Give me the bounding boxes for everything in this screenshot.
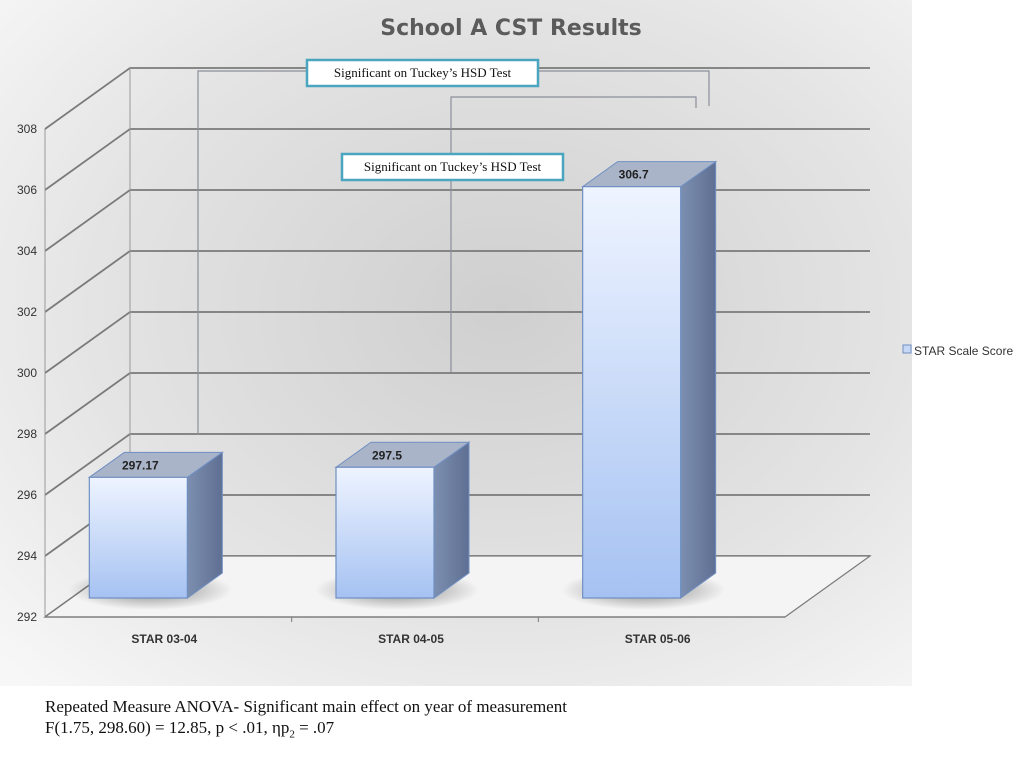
annotation-text: Significant on Tuckey’s HSD Test bbox=[364, 159, 542, 174]
y-tick-label: 308 bbox=[17, 122, 37, 136]
bar-side-face bbox=[680, 160, 717, 599]
legend-label: STAR Scale Score bbox=[914, 344, 1013, 358]
data-label: 297.17 bbox=[122, 458, 159, 472]
y-tick-label: 302 bbox=[17, 305, 37, 319]
annotation-box bbox=[340, 152, 565, 182]
caption-line-1: Repeated Measure ANOVA- Significant main… bbox=[45, 697, 567, 716]
chart-title: School A CST Results bbox=[380, 16, 642, 41]
bar bbox=[88, 476, 188, 599]
annotation-text: Significant on Tuckey’s HSD Test bbox=[334, 65, 512, 80]
bar-side-face bbox=[433, 441, 470, 599]
y-tick-label: 298 bbox=[17, 427, 37, 441]
caption-line-2: F(1.75, 298.60) = 12.85, p < .01, ηp2 = … bbox=[45, 717, 567, 745]
y-tick-label: 292 bbox=[17, 610, 37, 624]
x-tick-label: STAR 05-06 bbox=[625, 632, 691, 646]
y-tick-label: 304 bbox=[17, 244, 37, 258]
legend-swatch bbox=[902, 344, 912, 354]
x-tick-label: STAR 04-05 bbox=[378, 632, 444, 646]
caption-stat-subscript: 2 bbox=[289, 728, 295, 741]
bar bbox=[335, 466, 435, 599]
y-tick-label: 294 bbox=[17, 549, 37, 563]
caption-stat-value: = .07 bbox=[294, 718, 335, 737]
caption: Repeated Measure ANOVA- Significant main… bbox=[45, 696, 567, 745]
significance-bracket bbox=[450, 96, 697, 372]
caption-stat: F(1.75, 298.60) = 12.85, p < .01, ηp bbox=[45, 718, 290, 737]
data-label: 306.7 bbox=[619, 168, 649, 182]
annotation-box bbox=[305, 58, 540, 88]
y-tick-label: 306 bbox=[17, 183, 37, 197]
y-tick-label: 296 bbox=[17, 488, 37, 502]
y-tick-label: 300 bbox=[17, 366, 37, 380]
x-tick-label: STAR 03-04 bbox=[131, 632, 197, 646]
data-label: 297.5 bbox=[372, 448, 402, 462]
bar bbox=[582, 186, 682, 599]
